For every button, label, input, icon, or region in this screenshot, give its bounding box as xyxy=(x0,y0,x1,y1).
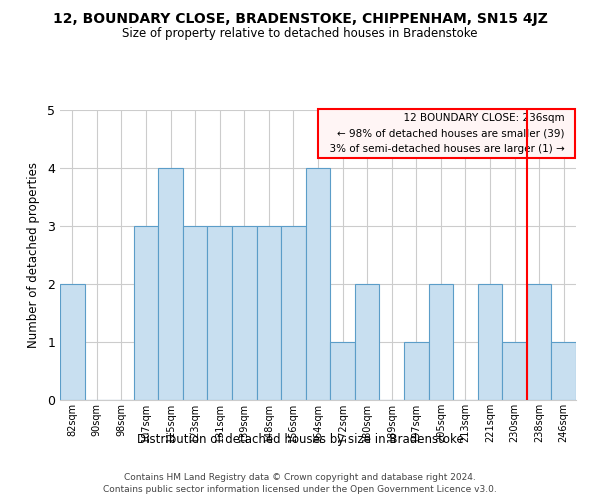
Text: Distribution of detached houses by size in Bradenstoke: Distribution of detached houses by size … xyxy=(137,432,463,446)
Bar xyxy=(134,226,158,400)
Bar xyxy=(306,168,330,400)
Bar xyxy=(281,226,306,400)
Bar xyxy=(232,226,257,400)
Bar xyxy=(158,168,183,400)
Bar xyxy=(478,284,502,400)
Text: Contains HM Land Registry data © Crown copyright and database right 2024.
Contai: Contains HM Land Registry data © Crown c… xyxy=(103,472,497,494)
Bar xyxy=(208,226,232,400)
Bar xyxy=(404,342,428,400)
Bar xyxy=(502,342,527,400)
Bar xyxy=(527,284,551,400)
Text: Size of property relative to detached houses in Bradenstoke: Size of property relative to detached ho… xyxy=(122,28,478,40)
Bar xyxy=(355,284,379,400)
Bar xyxy=(330,342,355,400)
Bar xyxy=(551,342,576,400)
Bar xyxy=(183,226,208,400)
Bar xyxy=(257,226,281,400)
Text: 12 BOUNDARY CLOSE: 236sqm  
← 98% of detached houses are smaller (39)  
  3% of : 12 BOUNDARY CLOSE: 236sqm ← 98% of detac… xyxy=(323,113,571,154)
Y-axis label: Number of detached properties: Number of detached properties xyxy=(27,162,40,348)
Bar xyxy=(60,284,85,400)
Text: 12, BOUNDARY CLOSE, BRADENSTOKE, CHIPPENHAM, SN15 4JZ: 12, BOUNDARY CLOSE, BRADENSTOKE, CHIPPEN… xyxy=(53,12,547,26)
Bar xyxy=(428,284,453,400)
